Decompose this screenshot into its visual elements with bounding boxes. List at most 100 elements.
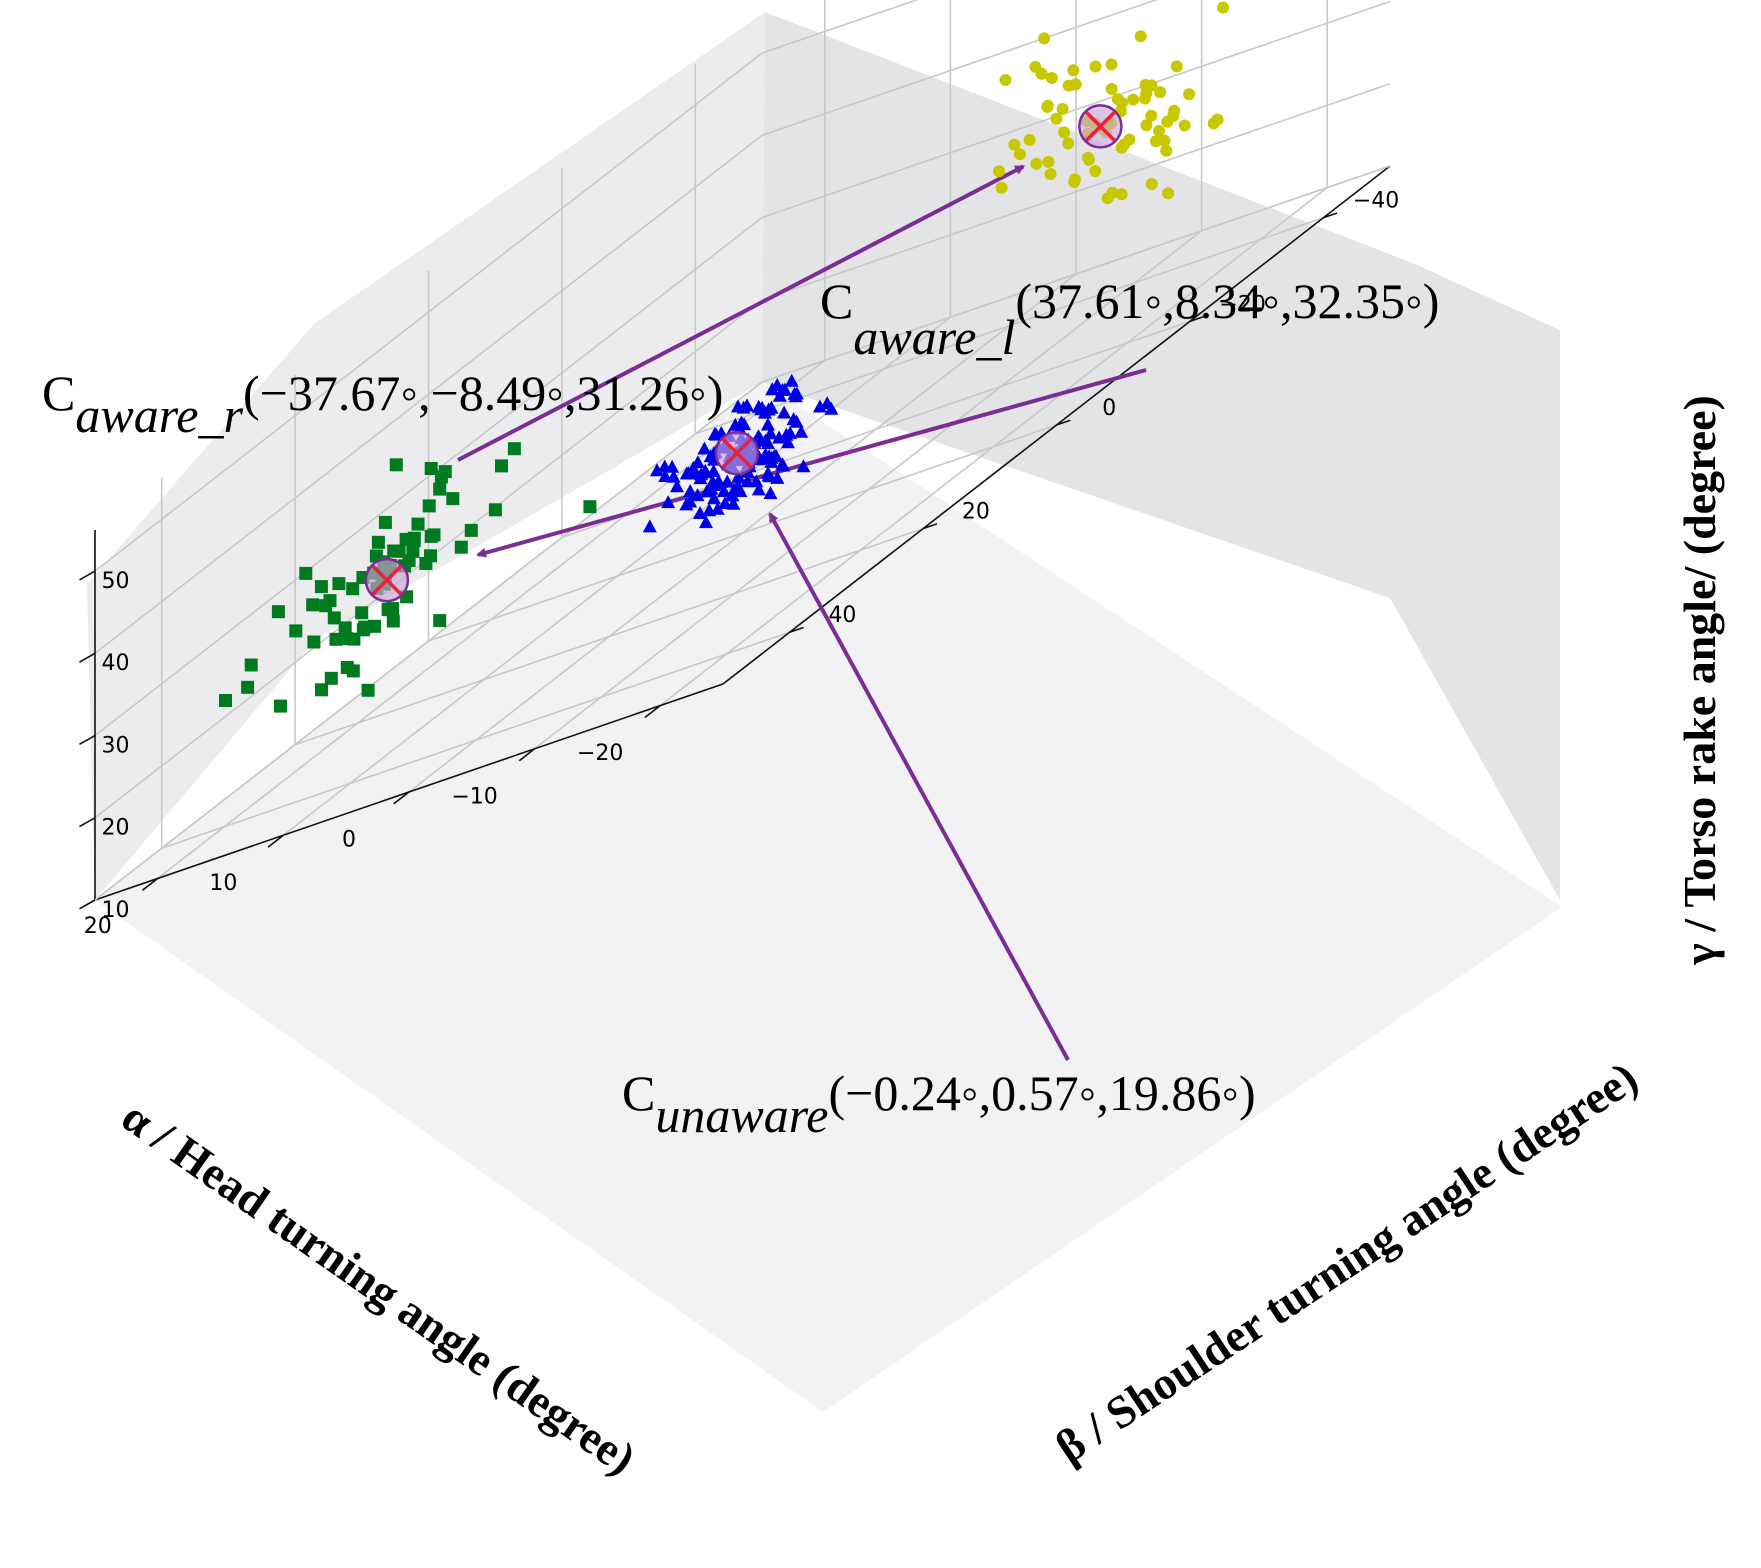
point-unaware-109 <box>710 501 725 515</box>
point-unaware-131 <box>740 398 754 412</box>
grid-floor-y-3 <box>282 316 951 836</box>
annotation-unaware: Cunaware(−0.24◦,0.57◦,19.86◦) <box>622 1065 1256 1143</box>
floor-edge-back-right <box>94 381 763 901</box>
x-tick-label-1: −20 <box>1219 292 1265 317</box>
point-aware_l-23 <box>314 580 328 594</box>
point-aware_l-9 <box>411 517 425 531</box>
point-unaware-129 <box>683 494 698 508</box>
annotation-aware-r-prefix: C <box>42 365 75 421</box>
point-unaware-45 <box>683 484 698 497</box>
point-unaware-99 <box>681 466 696 480</box>
point-aware_r-27 <box>1145 178 1158 191</box>
point-aware_r-35 <box>1030 157 1043 170</box>
point-aware_l-3 <box>274 699 287 713</box>
point-aware_l-41 <box>306 598 320 612</box>
z-tick-label-2: 30 <box>101 733 129 758</box>
point-aware_r-34 <box>1067 64 1080 77</box>
point-unaware-47 <box>794 424 809 438</box>
point-unaware-40 <box>661 495 676 509</box>
point-aware_r-30 <box>1158 134 1171 147</box>
annotation-aware-l-prefix: C <box>820 273 853 329</box>
point-unaware-112 <box>786 412 801 426</box>
point-unaware-56 <box>772 388 787 402</box>
point-aware_l-69 <box>340 661 354 674</box>
point-aware_l-5 <box>378 515 392 529</box>
point-aware_l-60 <box>422 499 436 513</box>
point-unaware-65 <box>670 479 684 493</box>
point-aware_l-45 <box>244 658 258 672</box>
annotation-aware-r-values: (−37.67◦,−8.49◦,31.26◦) <box>243 365 723 421</box>
point-aware_l-63 <box>324 671 338 685</box>
z-tick-label-3: 40 <box>101 651 129 676</box>
point-aware_r-4 <box>1149 135 1162 148</box>
point-aware_r-37 <box>1178 119 1191 132</box>
centroid-x-aware_r <box>1085 111 1116 142</box>
point-aware_r-1 <box>1145 109 1158 122</box>
point-unaware-61 <box>761 436 776 450</box>
point-unaware-105 <box>765 382 780 396</box>
point-unaware-101 <box>787 386 802 400</box>
point-unaware-32 <box>751 482 766 496</box>
point-unaware-126 <box>775 457 790 471</box>
point-aware_l-51 <box>289 624 303 638</box>
point-aware_r-53 <box>1105 58 1118 71</box>
point-unaware-91 <box>717 484 731 497</box>
point-aware_l-11 <box>241 680 255 694</box>
point-unaware-106 <box>698 465 713 479</box>
point-aware_r-65 <box>1160 144 1173 157</box>
point-aware_r-8 <box>1069 78 1082 91</box>
point-aware_l-48 <box>368 619 381 633</box>
point-aware_l-61 <box>327 611 341 625</box>
point-aware_r-21 <box>1089 165 1102 178</box>
point-unaware-121 <box>737 417 752 431</box>
point-unaware-21 <box>763 486 778 500</box>
point-unaware-130 <box>781 435 795 449</box>
point-aware_l-34 <box>382 603 396 617</box>
point-unaware-82 <box>777 405 792 419</box>
point-aware_r-56 <box>1183 88 1196 101</box>
point-unaware-95 <box>693 506 707 519</box>
point-aware_l-57 <box>495 459 508 473</box>
point-aware_l-71 <box>323 594 337 608</box>
grid-wall-left-z-2 <box>761 0 1391 219</box>
point-aware_r-31 <box>999 74 1012 86</box>
point-aware_r-39 <box>1082 151 1094 164</box>
annotation-aware-l-values: (37.61◦,8.34◦,32.35◦) <box>1015 273 1439 329</box>
point-unaware-135 <box>740 474 755 488</box>
point-aware_l-10 <box>446 492 460 506</box>
point-aware_r-19 <box>1038 32 1051 45</box>
point-aware_r-45 <box>1042 155 1055 168</box>
x-tick-label-4: 40 <box>828 603 856 628</box>
point-aware_l-52 <box>424 529 438 543</box>
grid-wall-right-z-2 <box>94 216 763 737</box>
annotation-unaware-values: (−0.24◦,0.57◦,19.86◦) <box>829 1065 1256 1121</box>
point-unaware-64 <box>725 488 740 502</box>
x-tick-2 <box>1056 419 1071 426</box>
point-aware_l-72 <box>338 621 352 635</box>
point-unaware-84 <box>749 474 764 488</box>
y-tick-label-0: −20 <box>577 741 623 766</box>
point-aware_r-50 <box>1058 126 1071 139</box>
point-aware_r-24 <box>993 165 1005 178</box>
point-unaware-89 <box>666 469 681 483</box>
z-tick-label-1: 20 <box>101 816 129 841</box>
point-aware_l-54 <box>424 462 438 475</box>
point-aware_r-49 <box>1207 117 1220 130</box>
point-aware_l-68 <box>356 623 370 637</box>
point-aware_l-15 <box>434 470 448 484</box>
point-unaware-134 <box>753 432 768 446</box>
centroid-x-unaware <box>721 437 753 469</box>
point-aware_r-42 <box>1045 72 1058 84</box>
point-aware_r-17 <box>1154 86 1167 99</box>
point-aware_r-63 <box>1035 67 1048 80</box>
arrow-aware-l <box>476 368 1147 558</box>
annotation-unaware-prefix: C <box>622 1065 655 1121</box>
point-unaware-132 <box>728 417 743 431</box>
point-aware_r-64 <box>1134 30 1147 43</box>
chart-panes <box>87 12 1562 1412</box>
point-aware_l-66 <box>454 540 468 554</box>
point-aware_r-25 <box>1105 83 1118 95</box>
grid-wall-left-z-1 <box>761 83 1391 301</box>
point-aware_l-30 <box>386 614 400 628</box>
